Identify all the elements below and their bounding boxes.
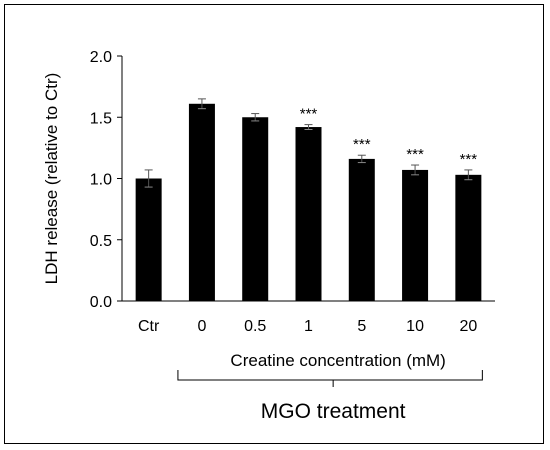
- x-tick-label: 0: [197, 318, 206, 335]
- significance-label: ***: [300, 106, 318, 123]
- x-axis-label: Creatine concentration (mM): [230, 351, 445, 370]
- x-tick-label: 10: [406, 318, 424, 335]
- y-tick-label: 0.5: [90, 233, 112, 250]
- group-label: MGO treatment: [261, 400, 406, 423]
- x-tick-label: 20: [459, 318, 477, 335]
- bar: [348, 158, 375, 301]
- group-brace: [177, 370, 483, 387]
- y-tick-label: 1.0: [90, 172, 112, 189]
- bar: [135, 178, 162, 301]
- y-axis-label: LDH release (relative to Ctr): [42, 73, 61, 285]
- bar: [188, 103, 215, 302]
- x-tick-label: 1: [304, 318, 313, 335]
- bar: [242, 117, 269, 301]
- y-ticks: 0.0 0.5 1.0 1.5 2.0: [90, 49, 122, 311]
- x-tick-label: 5: [357, 318, 366, 335]
- bar: [295, 127, 322, 301]
- y-tick-label: 0.0: [90, 294, 112, 311]
- significance-label: ***: [353, 136, 371, 153]
- bar: [455, 174, 482, 301]
- x-tick-label: 0.5: [244, 318, 266, 335]
- chart-frame: [4, 4, 544, 444]
- y-tick-label: 1.5: [90, 110, 112, 127]
- x-tick-labels: Ctr 0 0.5 1 5 10 20: [138, 318, 477, 335]
- significance-label: ***: [460, 151, 478, 168]
- bar: [402, 169, 429, 301]
- y-tick-label: 2.0: [90, 49, 112, 66]
- x-tick-label: Ctr: [138, 318, 160, 335]
- bars: *** *** *** ***: [135, 98, 482, 302]
- significance-label: ***: [406, 146, 424, 163]
